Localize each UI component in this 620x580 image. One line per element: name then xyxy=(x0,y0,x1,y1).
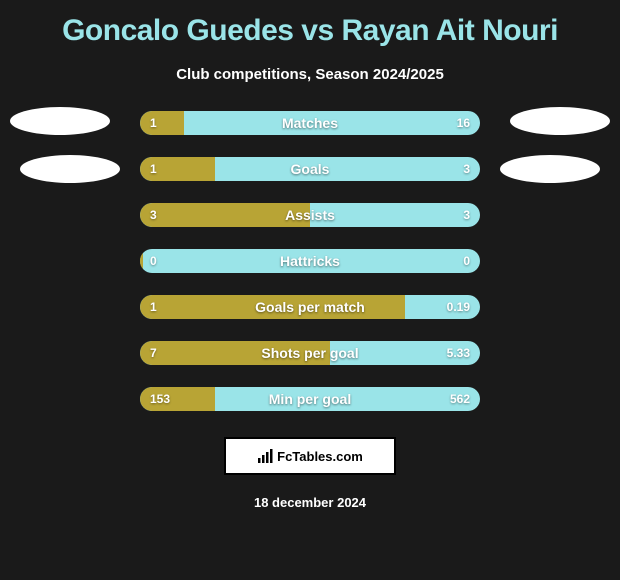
stat-bar: 7Shots per goal5.33 xyxy=(140,341,480,365)
stat-bar: 1Matches16 xyxy=(140,111,480,135)
stat-value-right: 562 xyxy=(450,392,470,406)
comparison-chart: Goncalo Guedes vs Rayan Ait Nouri Club c… xyxy=(0,0,620,580)
stat-label: Min per goal xyxy=(140,391,480,407)
chart-icon xyxy=(257,448,273,464)
avatar-left-2 xyxy=(20,155,120,183)
bars-list: 1Matches161Goals33Assists30Hattricks01Go… xyxy=(140,111,480,411)
attribution-label: FcTables.com xyxy=(277,449,363,464)
avatar-right-1 xyxy=(510,107,610,135)
avatar-left-1 xyxy=(10,107,110,135)
bars-wrap: 1Matches161Goals33Assists30Hattricks01Go… xyxy=(0,111,620,411)
avatar-right-2 xyxy=(500,155,600,183)
date-label: 18 december 2024 xyxy=(254,495,366,510)
stat-value-right: 3 xyxy=(463,162,470,176)
stat-label: Hattricks xyxy=(140,253,480,269)
stat-bar: 3Assists3 xyxy=(140,203,480,227)
stat-value-right: 3 xyxy=(463,208,470,222)
stat-bar: 1Goals per match0.19 xyxy=(140,295,480,319)
stat-value-right: 5.33 xyxy=(447,346,470,360)
stat-value-right: 16 xyxy=(457,116,470,130)
subtitle: Club competitions, Season 2024/2025 xyxy=(176,66,444,83)
stat-label: Goals xyxy=(140,161,480,177)
stat-value-right: 0.19 xyxy=(447,300,470,314)
stat-bar: 0Hattricks0 xyxy=(140,249,480,273)
stat-bar: 1Goals3 xyxy=(140,157,480,181)
stat-label: Matches xyxy=(140,115,480,131)
stat-label: Shots per goal xyxy=(140,345,480,361)
stat-bar: 153Min per goal562 xyxy=(140,387,480,411)
attribution-box: FcTables.com xyxy=(224,437,396,475)
page-title: Goncalo Guedes vs Rayan Ait Nouri xyxy=(62,14,558,48)
stat-label: Assists xyxy=(140,207,480,223)
stat-label: Goals per match xyxy=(140,299,480,315)
stat-value-right: 0 xyxy=(463,254,470,268)
